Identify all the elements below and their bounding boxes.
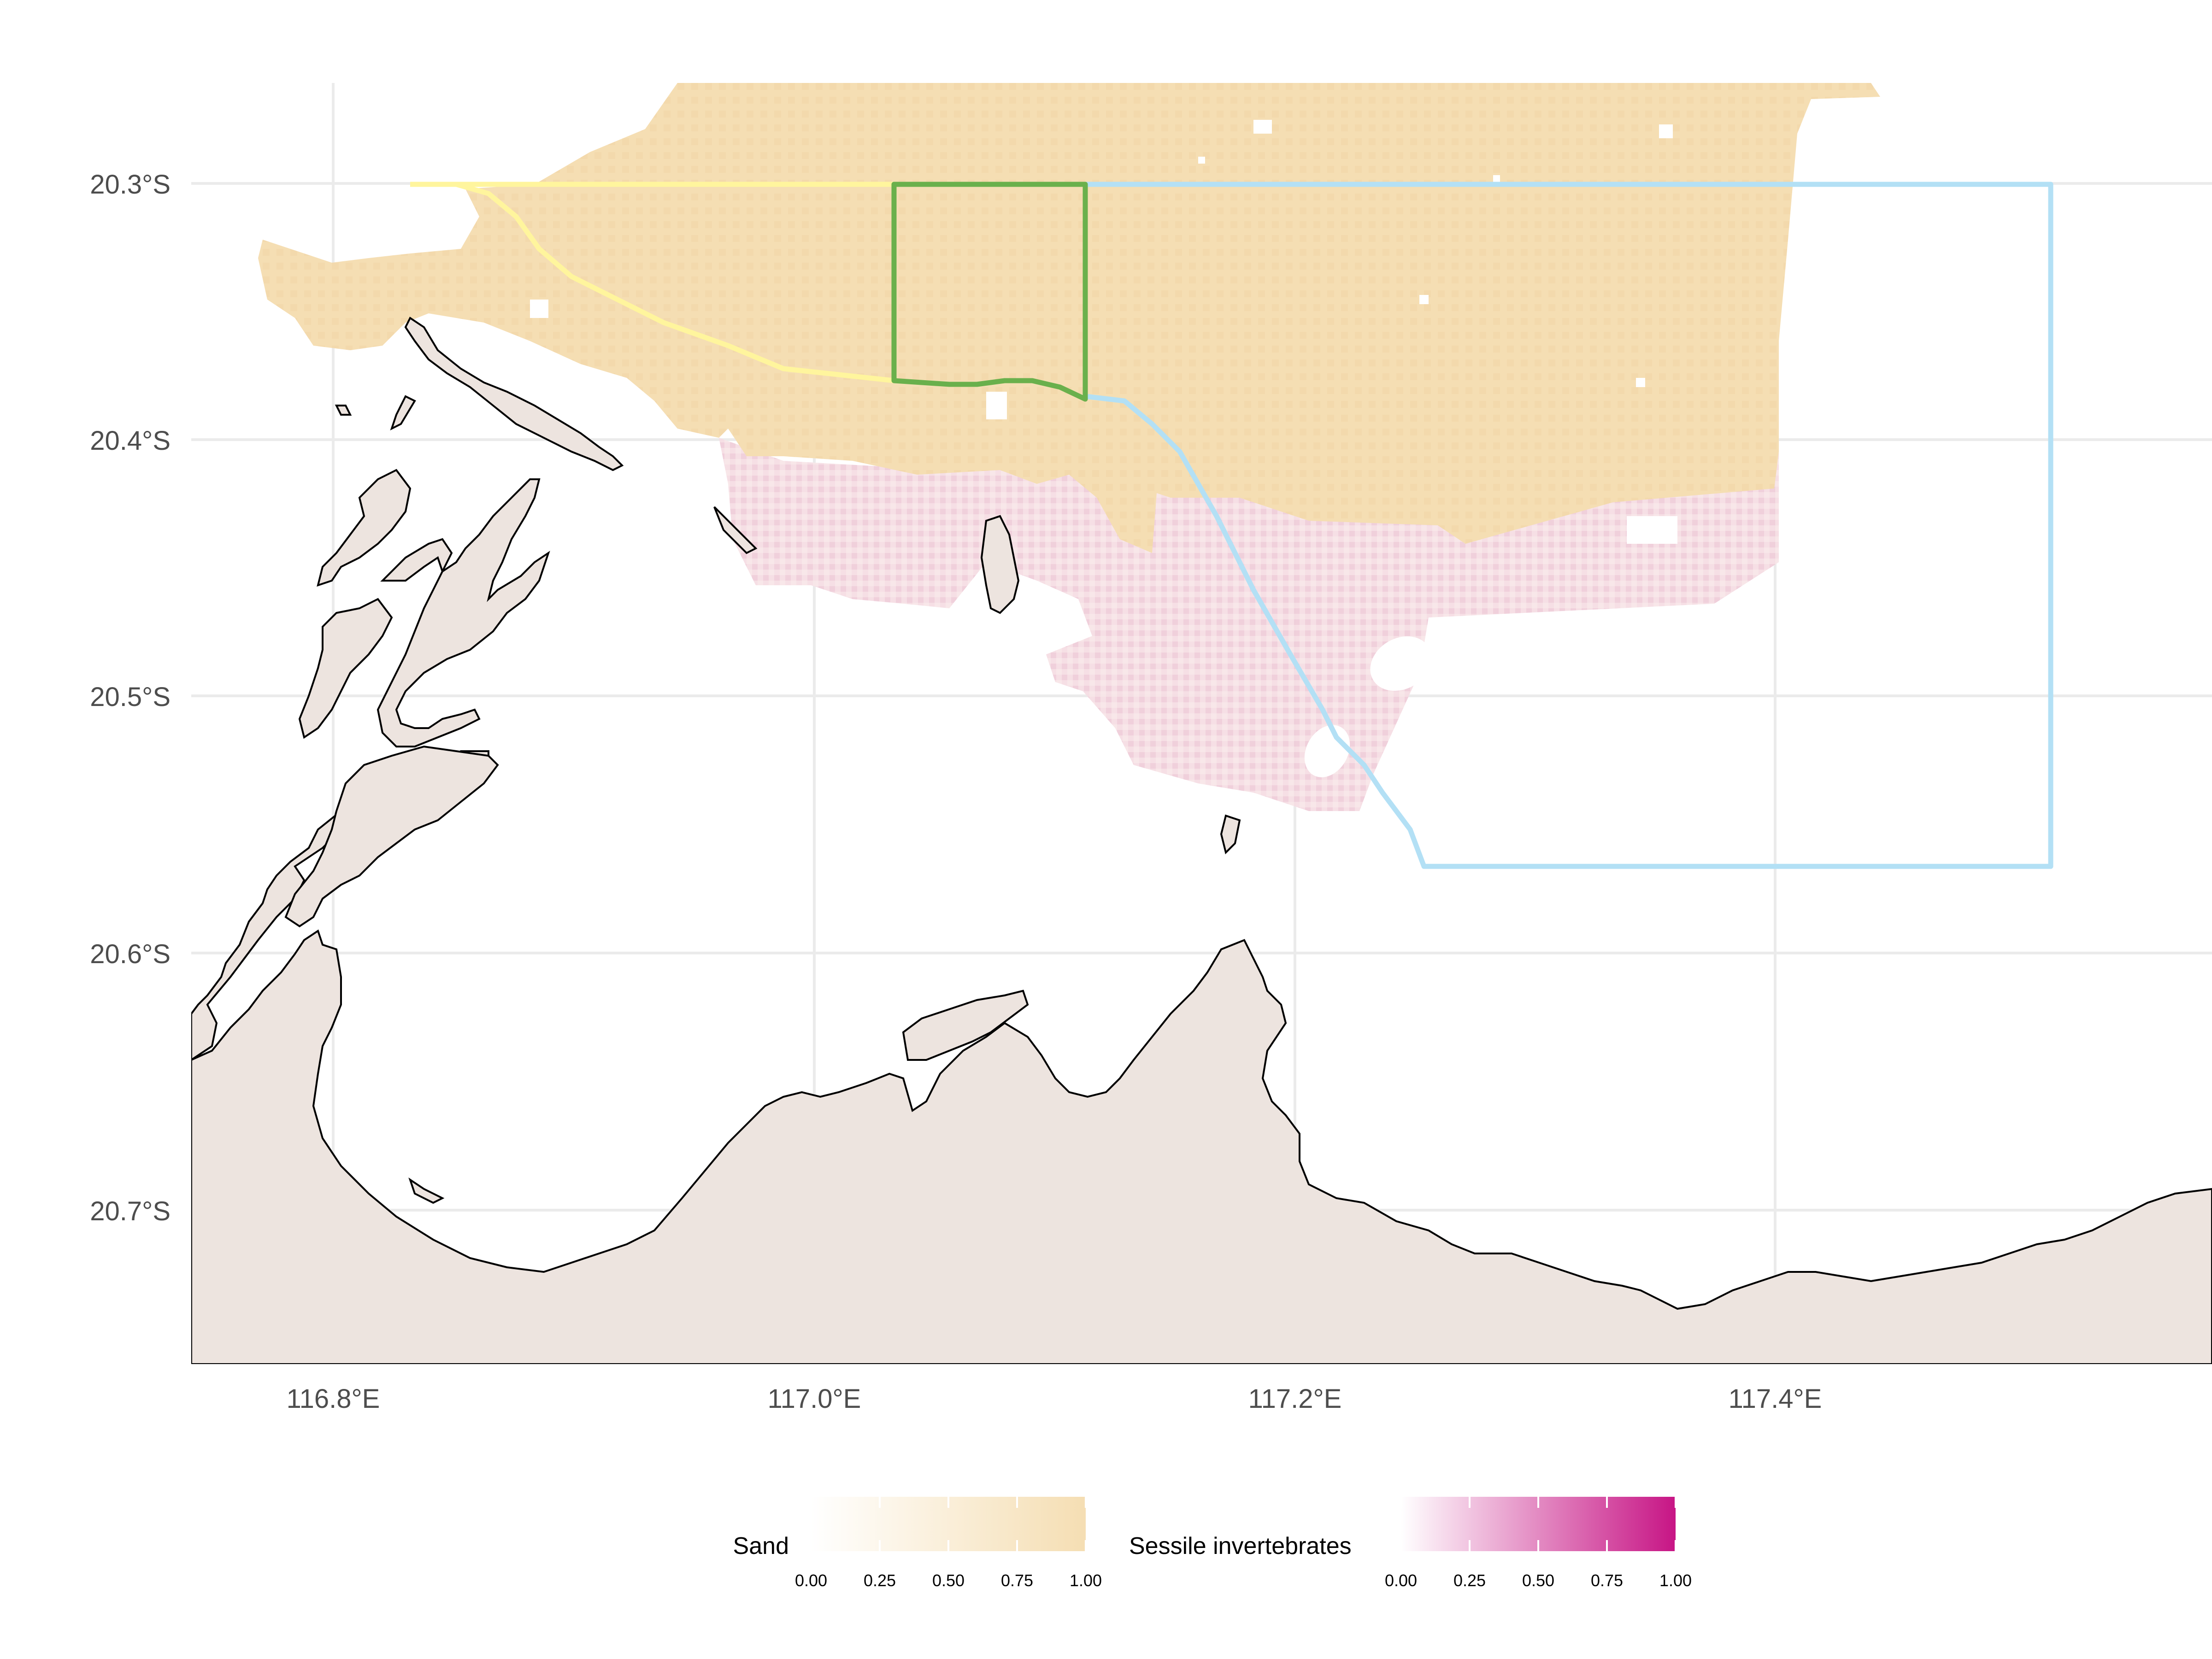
legend-sessile-tick: 1.00 [1659, 1571, 1692, 1590]
y-axis: 20.3°S 20.4°S 20.5°S 20.6°S 20.7°S [90, 170, 171, 1226]
legend-sessile-tick: 0.25 [1453, 1571, 1486, 1590]
x-axis: 116.8°E 117.0°E 117.2°E 117.4°E [287, 1384, 1822, 1414]
land-masses [191, 317, 2212, 1364]
legend-sand-tick: 0.00 [795, 1571, 827, 1590]
legend: Sand 0.00 0.25 0.50 0.75 1.00 Sessile in… [733, 1497, 1692, 1590]
legend-sand-tick: 0.75 [1001, 1571, 1033, 1590]
x-tick-label: 117.0°E [768, 1384, 861, 1414]
islet-5 [335, 405, 352, 416]
mainland-south [191, 929, 2212, 1364]
x-tick-label: 117.4°E [1729, 1384, 1822, 1414]
x-tick-label: 117.2°E [1248, 1384, 1342, 1414]
green-box [891, 182, 1088, 402]
y-tick-label: 20.5°S [90, 682, 171, 712]
y-tick-label: 20.7°S [90, 1196, 171, 1226]
peninsula-arm [284, 745, 499, 928]
legend-sand-title: Sand [733, 1533, 789, 1559]
blue-boundary [1085, 182, 2053, 869]
yellow-boundary [410, 182, 894, 383]
y-tick-label: 20.3°S [90, 170, 171, 200]
legend-sand-tick: 1.00 [1070, 1571, 1102, 1590]
island-mid [980, 515, 1020, 614]
y-tick-label: 20.6°S [90, 939, 171, 969]
legend-sand-tick: 0.25 [864, 1571, 896, 1590]
islet-1 [390, 395, 416, 430]
island-south-mid [902, 989, 1029, 1061]
invertebrate-raster [719, 438, 1779, 811]
sand-raster [258, 83, 1880, 553]
route-overlays [410, 182, 2053, 869]
legend-sand: Sand 0.00 0.25 0.50 0.75 1.00 [733, 1497, 1102, 1590]
island-west-1 [317, 469, 412, 587]
island-long-north [404, 317, 624, 471]
legend-sand-tick: 0.50 [932, 1571, 965, 1590]
island-west-3 [377, 478, 550, 747]
y-tick-label: 20.4°S [90, 426, 171, 456]
legend-sessile-tick: 0.75 [1591, 1571, 1623, 1590]
legend-sessile: Sessile invertebrates 0.00 0.25 0.50 0.7… [1129, 1497, 1692, 1590]
islet-3 [1220, 814, 1241, 854]
legend-sessile-title: Sessile invertebrates [1129, 1533, 1352, 1559]
x-tick-label: 116.8°E [287, 1384, 380, 1414]
legend-sessile-tick: 0.50 [1522, 1571, 1554, 1590]
island-west-2 [298, 598, 393, 739]
islet-2 [713, 506, 758, 554]
legend-sessile-tick: 0.00 [1385, 1571, 1417, 1590]
islet-4 [408, 1177, 445, 1204]
